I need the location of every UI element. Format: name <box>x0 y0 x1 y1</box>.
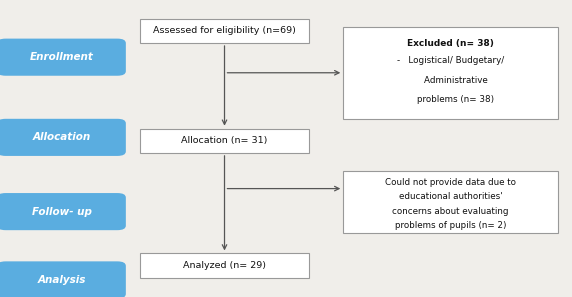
Text: problems (n= 38): problems (n= 38) <box>406 95 495 104</box>
FancyBboxPatch shape <box>140 19 309 43</box>
FancyBboxPatch shape <box>140 129 309 153</box>
FancyBboxPatch shape <box>0 261 126 297</box>
Text: Analysis: Analysis <box>37 275 86 285</box>
FancyBboxPatch shape <box>343 27 558 119</box>
FancyBboxPatch shape <box>140 253 309 278</box>
FancyBboxPatch shape <box>343 171 558 233</box>
Text: Administrative: Administrative <box>413 76 488 85</box>
Text: problems of pupils (n= 2): problems of pupils (n= 2) <box>395 221 506 230</box>
Text: concerns about evaluating: concerns about evaluating <box>392 207 509 216</box>
Text: -   Logistical/ Budgetary/: - Logistical/ Budgetary/ <box>397 56 504 65</box>
Text: Could not provide data due to: Could not provide data due to <box>385 178 516 187</box>
Text: Allocation: Allocation <box>33 132 90 142</box>
Text: Analyzed (n= 29): Analyzed (n= 29) <box>183 261 266 270</box>
FancyBboxPatch shape <box>0 39 126 76</box>
Text: Enrollment: Enrollment <box>30 52 93 62</box>
FancyBboxPatch shape <box>0 193 126 230</box>
Text: Assessed for eligibility (n=69): Assessed for eligibility (n=69) <box>153 26 296 35</box>
Text: educational authorities': educational authorities' <box>399 192 502 201</box>
Text: Follow- up: Follow- up <box>31 207 92 217</box>
Text: Allocation (n= 31): Allocation (n= 31) <box>181 136 268 145</box>
Text: Excluded (n= 38): Excluded (n= 38) <box>407 39 494 48</box>
FancyBboxPatch shape <box>0 119 126 156</box>
